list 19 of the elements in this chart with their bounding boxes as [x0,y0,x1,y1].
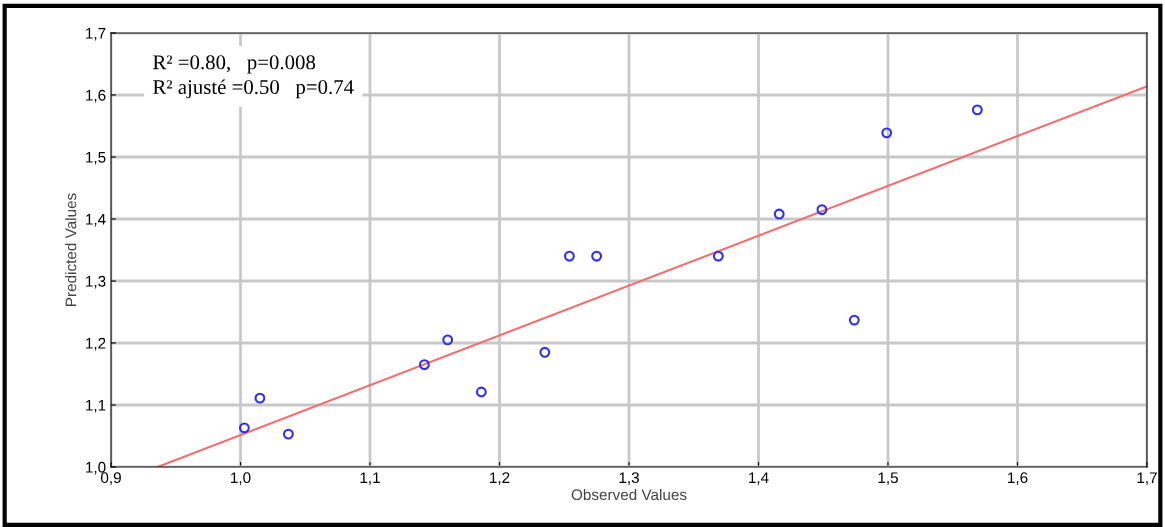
x-tick-label: 1,7 [1137,472,1157,485]
x-tick-label: 1,6 [1008,472,1028,485]
annotation: R² =0.80, p=0.008 [153,55,316,74]
x-tick-label: 1,1 [360,472,380,485]
x-tick-label: 1,5 [878,472,898,485]
x-tick-label: 1,2 [490,472,510,485]
y-tick-label: 1,6 [86,89,106,103]
y-tick-label: 1,2 [86,337,106,351]
x-tick-label: 1,0 [231,472,251,485]
y-tick-label: 1,1 [86,400,106,413]
y-tick-label: 1,7 [86,28,106,41]
x-tick-label: 1,3 [619,472,639,485]
y-tick-label: 1,3 [86,275,106,289]
y-axis-title: Predicted Values [65,193,77,306]
x-axis-title: Observed Values [571,488,687,501]
x-tick-label: 1,4 [749,472,769,485]
annotation: R² ajusté =0.50 p=0.74 [153,79,354,99]
y-tick-label: 1,4 [86,214,106,227]
y-tick-label: 1,5 [86,152,106,165]
